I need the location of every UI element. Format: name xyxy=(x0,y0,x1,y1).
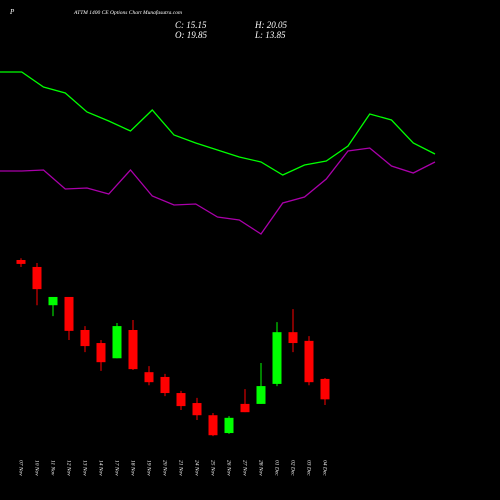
candle-body xyxy=(224,417,234,434)
x-tick-label: 02 Dec xyxy=(290,460,296,476)
candle-body xyxy=(160,376,170,394)
candle-body xyxy=(176,393,186,407)
x-tick-label: 10 Nov xyxy=(34,460,40,476)
x-tick-label: 01 Dec xyxy=(274,460,280,476)
x-tick-label: 27 Nov xyxy=(242,460,248,476)
candle-body xyxy=(96,343,106,363)
candle-body xyxy=(48,296,58,306)
candle-body xyxy=(288,332,298,344)
candle-body xyxy=(128,330,138,370)
candle-body xyxy=(144,372,154,383)
x-tick-label: 24 Nov xyxy=(194,460,201,476)
x-tick-label: 20 Nov xyxy=(162,460,168,476)
x-tick-label: 26 Nov xyxy=(226,460,232,476)
x-tick-label: 19 Nov xyxy=(146,460,152,476)
x-tick-label: 12 Nov xyxy=(66,460,72,476)
corner-label: P xyxy=(9,8,15,16)
low-label: L: 13.85 xyxy=(254,30,286,40)
x-tick-label: 18 Nov xyxy=(130,460,136,476)
candle-body xyxy=(32,266,42,290)
close-label: C: 15.15 xyxy=(175,20,207,30)
candle-body xyxy=(320,378,330,400)
x-tick-label: 25 Nov xyxy=(210,460,216,476)
candle-body xyxy=(272,332,282,384)
x-tick-label: 07 Nov xyxy=(18,460,24,476)
x-tick-label: 11 Nov xyxy=(50,460,56,476)
x-tick-label: 04 Dec xyxy=(322,460,329,476)
candle-body xyxy=(64,296,74,331)
x-tick-label: 13 Nov xyxy=(82,460,88,476)
x-tick-label: 21 Nov xyxy=(178,460,184,476)
candle-body xyxy=(16,260,26,264)
open-label: O: 19.85 xyxy=(175,30,207,40)
high-label: H: 20.05 xyxy=(254,20,287,30)
x-tick-label: 28 Nov xyxy=(258,460,264,476)
candle-body xyxy=(192,403,202,416)
x-tick-label: 17 Nov xyxy=(114,460,120,476)
candle-body xyxy=(208,415,218,436)
candle-body xyxy=(112,326,122,359)
x-tick-label: 14 Nov xyxy=(98,460,105,476)
overlay-line xyxy=(0,71,436,176)
x-tick-label: 03 Dec xyxy=(306,460,312,476)
candle-body xyxy=(240,403,250,413)
candle-body xyxy=(304,340,314,383)
candle-body xyxy=(256,386,266,404)
chart-title: ATTM 1400 CE Options Chart Munafasutra.c… xyxy=(73,9,182,16)
overlay-line xyxy=(0,147,436,235)
candle-body xyxy=(80,330,90,347)
